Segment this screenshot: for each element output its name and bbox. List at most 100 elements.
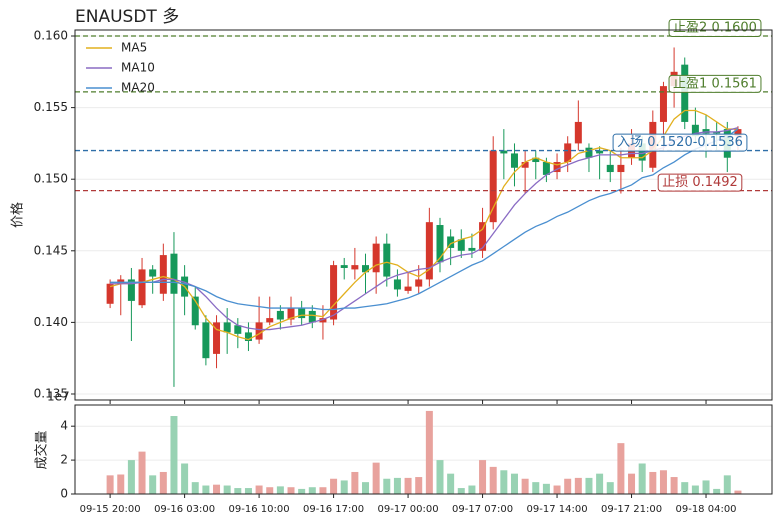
volume-bar — [500, 470, 508, 494]
level-label-text: 入场 0.1520-0.1536 — [617, 135, 743, 150]
volume-bar — [276, 486, 284, 494]
candle-body — [106, 283, 114, 304]
volume-bar — [564, 478, 572, 494]
volume-bar — [457, 488, 465, 494]
y-tick-label: 0.135 — [34, 386, 68, 400]
candle-body — [617, 164, 625, 173]
candle-body — [479, 222, 487, 251]
y-tick-label: 0.145 — [34, 243, 68, 257]
candle-body — [213, 322, 221, 354]
level-label-box — [668, 74, 762, 93]
volume-bar — [713, 488, 721, 494]
candle-body — [330, 265, 338, 320]
candle-body — [500, 150, 508, 154]
level-label: 止盈1 0.1561 — [668, 74, 762, 93]
y-tick-label: 0.155 — [34, 100, 68, 114]
candle-body — [532, 157, 540, 163]
volume-bar — [308, 487, 316, 494]
volume-bar — [191, 482, 199, 494]
volume-bar — [532, 482, 540, 494]
legend-label: MA10 — [121, 61, 155, 75]
volume-bar — [670, 477, 678, 494]
candle-body — [468, 247, 476, 251]
y-tick-label: 0.160 — [34, 29, 68, 43]
volume-bar — [117, 474, 125, 494]
chart-title: ENAUSDT 多 — [75, 7, 179, 27]
candle-body — [510, 153, 518, 168]
volume-bar — [638, 463, 646, 494]
volume-bar — [489, 466, 497, 494]
candle-body — [276, 310, 284, 320]
volume-bar — [617, 443, 625, 494]
x-tick-label: 09-17 14:00 — [527, 504, 588, 515]
candle-body — [606, 164, 614, 173]
volume-bar — [468, 485, 476, 494]
candle-body — [223, 322, 231, 333]
volume-offset: 1e7 — [47, 390, 70, 404]
volume-axis-label: 成交量 — [34, 430, 50, 469]
volume-bar — [234, 488, 242, 494]
candle-body — [713, 131, 721, 134]
ma-line — [110, 128, 739, 311]
candle-body — [542, 162, 550, 175]
candle-body — [170, 253, 178, 294]
level-label-box — [657, 173, 743, 192]
legend: MA5 MA10 MA20 — [86, 41, 155, 95]
x-tick-label: 09-16 10:00 — [229, 504, 290, 515]
candle-body — [638, 143, 646, 161]
volume-bar — [606, 482, 614, 494]
x-tick-label: 09-16 17:00 — [303, 504, 364, 515]
candle-body — [319, 318, 327, 323]
volume-bar — [425, 410, 433, 494]
volume-bar — [447, 473, 455, 494]
volume-bar — [681, 482, 689, 494]
volume-bar — [436, 460, 444, 494]
candle-body — [287, 308, 295, 320]
y-tick-label: 4 — [60, 419, 68, 433]
candle-body — [117, 279, 125, 284]
volume-bar — [202, 485, 210, 494]
volume-bar — [362, 482, 370, 494]
x-tick-label: 09-17 00:00 — [378, 504, 439, 515]
volume-bar — [213, 484, 221, 494]
candle-body — [702, 129, 710, 134]
candle-body — [266, 318, 274, 323]
volume-bar — [298, 488, 306, 494]
volume-bar — [553, 485, 561, 494]
x-tick-label: 09-16 03:00 — [154, 504, 215, 515]
candle-body — [574, 121, 582, 144]
volume-bar — [255, 485, 263, 494]
candle-body — [489, 150, 497, 223]
volume-bar — [734, 490, 742, 494]
volume-bar — [415, 477, 423, 494]
candle-body — [372, 243, 380, 273]
volume-bar — [223, 485, 231, 494]
candle-body — [255, 322, 263, 340]
level-label-text: 止盈1 0.1561 — [673, 76, 757, 91]
candle-body — [585, 147, 593, 158]
volume-bar — [702, 480, 710, 494]
volume-frame — [74, 404, 773, 495]
candle-body — [351, 265, 359, 270]
volume-bar — [127, 460, 135, 494]
volume-bar — [404, 477, 412, 494]
candle-body — [425, 222, 433, 280]
volume-bar — [585, 477, 593, 494]
candle-body — [362, 265, 370, 273]
level-label: 入场 0.1520-0.1536 — [612, 133, 748, 152]
candle-body — [159, 255, 167, 294]
volume-bar — [383, 478, 391, 494]
x-tick-label: 09-17 07:00 — [452, 504, 513, 515]
volume-bar — [723, 475, 731, 494]
legend-label: MA20 — [121, 81, 155, 95]
y-tick-label: 0.140 — [34, 315, 68, 329]
volume-bar — [149, 475, 157, 494]
volume-bar — [287, 487, 295, 494]
candle-body — [447, 236, 455, 248]
volume-bar — [340, 480, 348, 494]
candle-body — [415, 279, 423, 287]
ma-line — [109, 109, 738, 341]
volume-bar — [351, 471, 359, 494]
ma-line — [110, 127, 739, 331]
